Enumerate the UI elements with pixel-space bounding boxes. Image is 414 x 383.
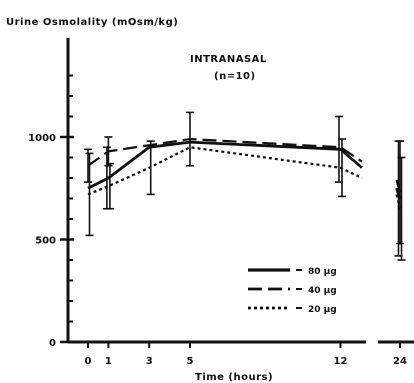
x-axis-label: Time (hours) <box>195 372 273 383</box>
series-dashed <box>84 111 404 245</box>
x-tick-label: 0 <box>85 356 92 367</box>
series-dotted <box>85 138 406 261</box>
legend-label: 40 µg <box>308 286 337 296</box>
x-tick-label: 5 <box>187 356 194 367</box>
y-ticks: 0 500 1000 <box>28 133 74 349</box>
y-tick-label: 1000 <box>28 133 56 144</box>
series-solid <box>87 115 403 257</box>
series-line-dashed-left <box>87 137 363 167</box>
x-tick-label: 1 <box>105 356 112 367</box>
series-line-dotted-right <box>395 194 402 210</box>
legend-label: 20 µg <box>308 305 337 315</box>
axes <box>66 38 414 344</box>
chart-title: INTRANASAL <box>190 54 267 65</box>
y-axis-label: Urine Osmolality (mOsm/kg) <box>6 17 178 28</box>
series-line-solid-left <box>87 140 363 190</box>
series-layer <box>84 111 406 261</box>
x-tick-label: 12 <box>334 356 348 367</box>
y-tick-label: 500 <box>35 236 56 247</box>
x-ticks: 0 1 3 5 12 24 <box>85 342 407 367</box>
legend: 80 µg 40 µg 20 µg <box>248 267 337 315</box>
x-tick-label: 3 <box>146 356 153 367</box>
legend-label: 80 µg <box>308 267 337 277</box>
series-line-dotted-left <box>87 146 363 196</box>
x-tick-label: 24 <box>393 356 407 367</box>
y-tick-label: 0 <box>49 338 56 349</box>
chart-subtitle: (n=10) <box>214 71 256 82</box>
